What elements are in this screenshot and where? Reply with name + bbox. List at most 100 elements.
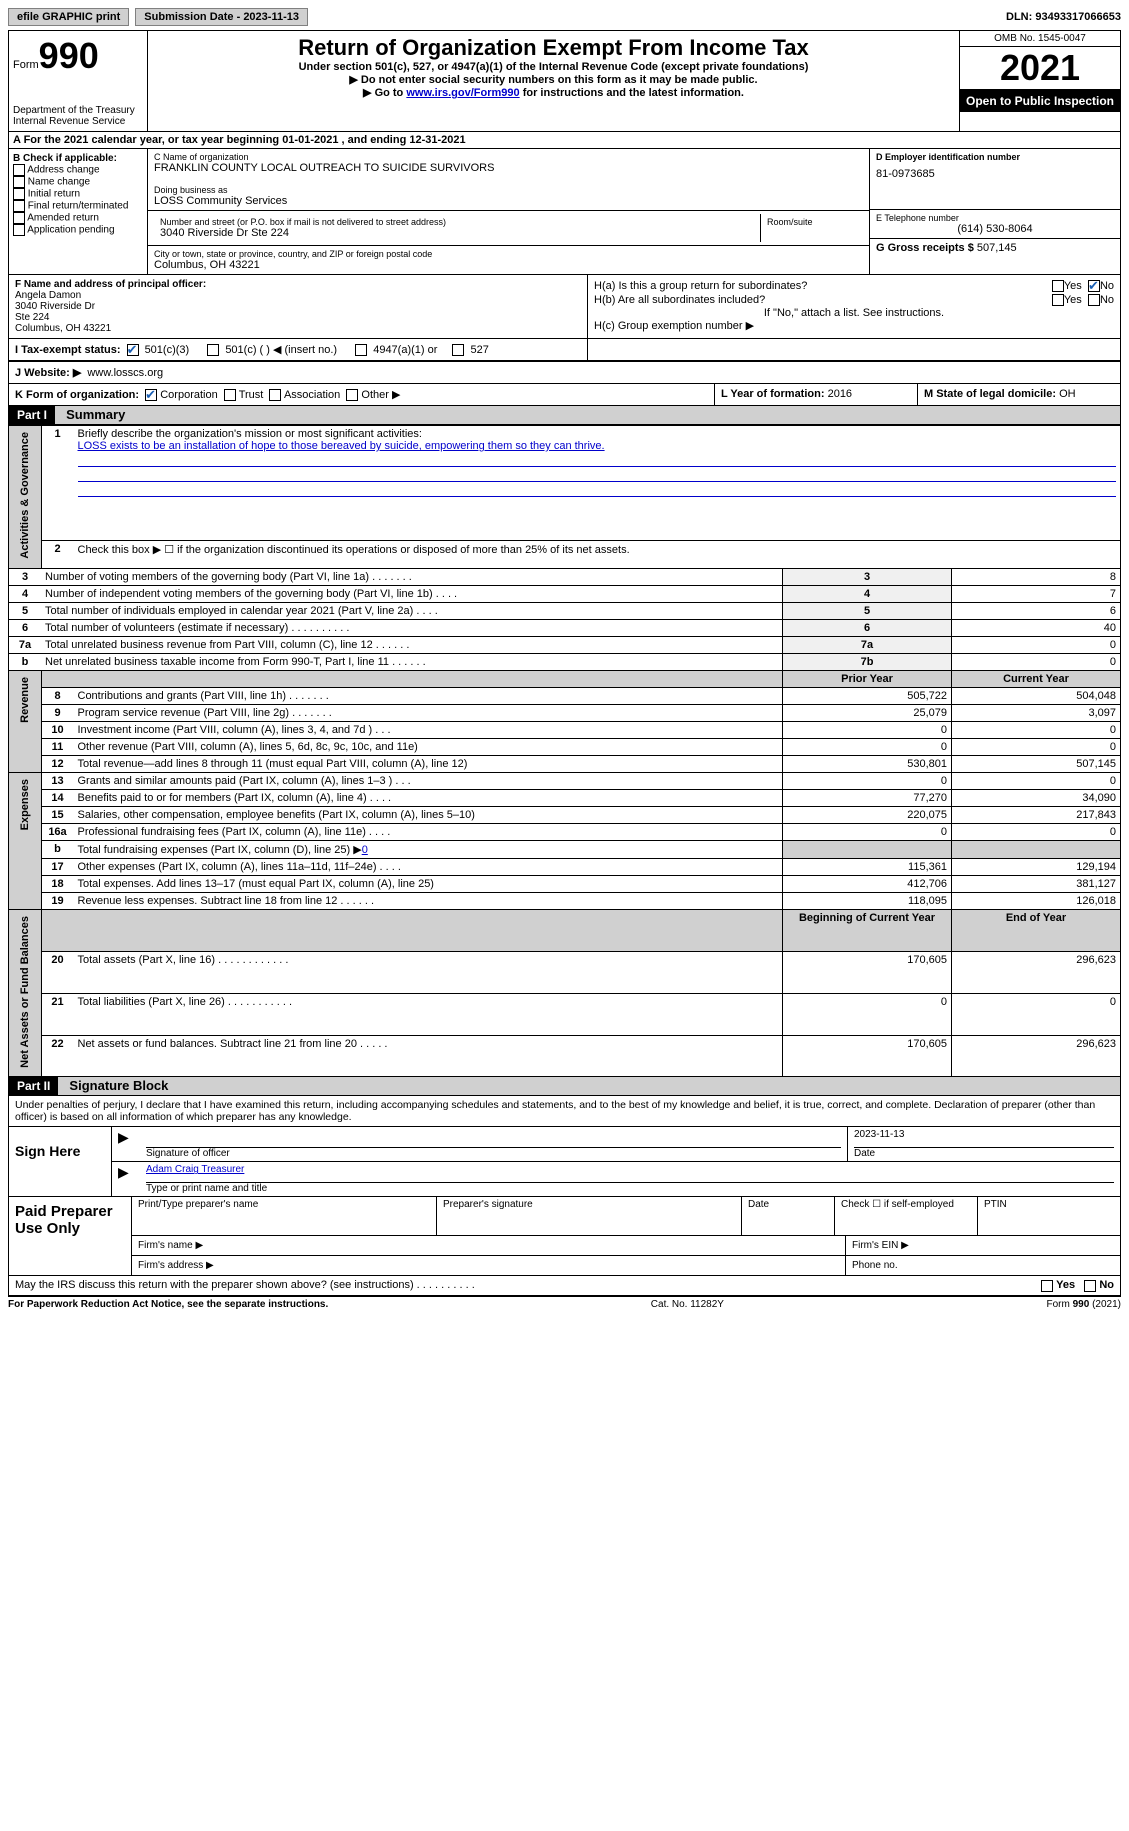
hc-label: H(c) Group exemption number ▶ <box>594 319 1114 332</box>
open-to-public: Open to Public Inspection <box>960 90 1120 112</box>
col-b-header: B Check if applicable: <box>13 153 117 164</box>
hb-label: H(b) Are all subordinates included? <box>594 294 814 306</box>
paid-preparer-block: Paid Preparer Use Only Print/Type prepar… <box>8 1197 1121 1276</box>
cb-assoc[interactable] <box>269 389 281 401</box>
vtab-governance: Activities & Governance <box>9 426 42 569</box>
domicile-label: M State of legal domicile: <box>924 388 1056 400</box>
row-m: M State of legal domicile: OH <box>917 384 1120 405</box>
city-label: City or town, state or province, country… <box>154 249 863 259</box>
cb-501c[interactable] <box>207 344 219 356</box>
period-text: A For the 2021 calendar year, or tax yea… <box>13 134 466 146</box>
officer-addr3: Columbus, OH 43221 <box>15 323 111 334</box>
firm-ein-label: Firm's EIN ▶ <box>846 1236 1120 1255</box>
row-a-period: A For the 2021 calendar year, or tax yea… <box>8 132 1121 149</box>
cb-ha-no[interactable] <box>1088 280 1100 292</box>
ptin-label: PTIN <box>978 1197 1120 1235</box>
part1-header: Part I Summary <box>8 406 1121 425</box>
arrow-icon: ▶ <box>118 1129 129 1145</box>
lbl-final-return: Final return/terminated <box>28 201 129 212</box>
cb-name-change[interactable] <box>13 176 25 188</box>
discuss-no: No <box>1099 1279 1114 1291</box>
top-bar: efile GRAPHIC print Submission Date - 20… <box>8 8 1121 26</box>
submission-date-button[interactable]: Submission Date - 2023-11-13 <box>135 8 308 26</box>
part1-label: Part I <box>9 406 55 424</box>
date-label: Date <box>854 1148 875 1159</box>
domicile-value: OH <box>1059 388 1076 400</box>
form-title: Return of Organization Exempt From Incom… <box>152 35 955 61</box>
hb-yes: Yes <box>1064 294 1082 306</box>
tax-status-label: I Tax-exempt status: <box>15 344 121 356</box>
website-label: J Website: ▶ <box>15 366 81 379</box>
instr-link: ▶ Go to www.irs.gov/Form990 for instruct… <box>152 86 955 99</box>
gross-value: 507,145 <box>977 242 1017 254</box>
row-j-website: J Website: ▶ www.losscs.org <box>8 362 1121 384</box>
discuss-yes: Yes <box>1056 1279 1075 1291</box>
cb-discuss-no[interactable] <box>1084 1280 1096 1292</box>
sig-date: 2023-11-13 <box>854 1129 1114 1148</box>
firm-addr-label: Firm's address ▶ <box>132 1256 846 1275</box>
cb-initial-return[interactable] <box>13 188 25 200</box>
lbl-pending: Application pending <box>27 225 114 236</box>
officer-name: Angela Damon <box>15 290 81 301</box>
cb-trust[interactable] <box>224 389 236 401</box>
col-c-org-info: C Name of organization FRANKLIN COUNTY L… <box>148 149 869 274</box>
row-k-l-m: K Form of organization: Corporation Trus… <box>8 384 1121 406</box>
cb-501c3[interactable] <box>127 344 139 356</box>
footer-left: For Paperwork Reduction Act Notice, see … <box>8 1299 328 1310</box>
vtab-net: Net Assets or Fund Balances <box>9 909 42 1077</box>
omb-number: OMB No. 1545-0047 <box>960 31 1120 47</box>
org-name-label: C Name of organization <box>154 152 863 162</box>
lbl-assoc: Association <box>284 389 340 401</box>
self-emp-label: Check ☐ if self-employed <box>835 1197 978 1235</box>
city-value: Columbus, OH 43221 <box>154 259 863 271</box>
cb-ha-yes[interactable] <box>1052 280 1064 292</box>
cb-final-return[interactable] <box>13 200 25 212</box>
lbl-4947: 4947(a)(1) or <box>373 344 437 356</box>
irs-link[interactable]: www.irs.gov/Form990 <box>406 87 519 99</box>
cb-other[interactable] <box>346 389 358 401</box>
instr-post: for instructions and the latest informat… <box>520 87 744 99</box>
mission-text: LOSS exists to be an installation of hop… <box>78 440 605 452</box>
col-f-officer: F Name and address of principal officer:… <box>9 275 587 338</box>
year-formation-label: L Year of formation: <box>721 388 825 400</box>
form-number: 990 <box>39 35 99 76</box>
cb-527[interactable] <box>452 344 464 356</box>
lbl-initial-return: Initial return <box>28 189 80 200</box>
arrow-icon-2: ▶ <box>118 1164 129 1180</box>
summary-table: Activities & Governance 1 Briefly descri… <box>8 425 1121 1077</box>
vtab-revenue: Revenue <box>9 670 42 772</box>
firm-name-label: Firm's name ▶ <box>132 1236 846 1255</box>
footer-center: Cat. No. 11282Y <box>651 1299 724 1310</box>
h-note: If "No," attach a list. See instructions… <box>594 307 1114 319</box>
dba-label: Doing business as <box>154 185 863 195</box>
efile-print-button[interactable]: efile GRAPHIC print <box>8 8 129 26</box>
cb-address-change[interactable] <box>13 164 25 176</box>
lbl-501c: 501(c) ( ) ◀ (insert no.) <box>225 343 337 356</box>
form-header: Form990 Department of the Treasury Inter… <box>8 30 1121 132</box>
cb-amended[interactable] <box>13 212 25 224</box>
cb-pending[interactable] <box>13 224 25 236</box>
ha-label: H(a) Is this a group return for subordin… <box>594 280 814 292</box>
cb-corp[interactable] <box>145 389 157 401</box>
discuss-question: May the IRS discuss this return with the… <box>15 1279 475 1291</box>
ein-label: D Employer identification number <box>876 152 1020 162</box>
cb-4947[interactable] <box>355 344 367 356</box>
officer-addr2: Ste 224 <box>15 312 49 323</box>
declaration-text: Under penalties of perjury, I declare th… <box>8 1096 1121 1127</box>
lbl-trust: Trust <box>239 389 264 401</box>
instr-ssn: ▶ Do not enter social security numbers o… <box>152 73 955 86</box>
cb-hb-no[interactable] <box>1088 294 1100 306</box>
cb-discuss-yes[interactable] <box>1041 1280 1053 1292</box>
ha-no: No <box>1100 280 1114 292</box>
discuss-row: May the IRS discuss this return with the… <box>8 1276 1121 1295</box>
ha-yes: Yes <box>1064 280 1082 292</box>
col-b-checkboxes: B Check if applicable: Address change Na… <box>9 149 148 274</box>
lbl-name-change: Name change <box>28 177 90 188</box>
page-footer: For Paperwork Reduction Act Notice, see … <box>8 1296 1121 1312</box>
cb-hb-yes[interactable] <box>1052 294 1064 306</box>
addr-value: 3040 Riverside Dr Ste 224 <box>160 227 754 239</box>
footer-right: Form 990 (2021) <box>1047 1299 1121 1310</box>
row-i: I Tax-exempt status: 501(c)(3) 501(c) ( … <box>15 343 581 356</box>
part1-title: Summary <box>58 405 133 424</box>
officer-label: F Name and address of principal officer: <box>15 279 206 290</box>
